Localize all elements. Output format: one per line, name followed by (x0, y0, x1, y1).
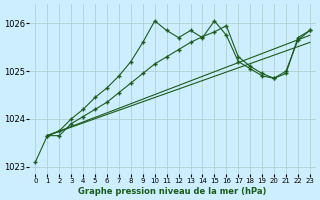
X-axis label: Graphe pression niveau de la mer (hPa): Graphe pression niveau de la mer (hPa) (78, 187, 267, 196)
